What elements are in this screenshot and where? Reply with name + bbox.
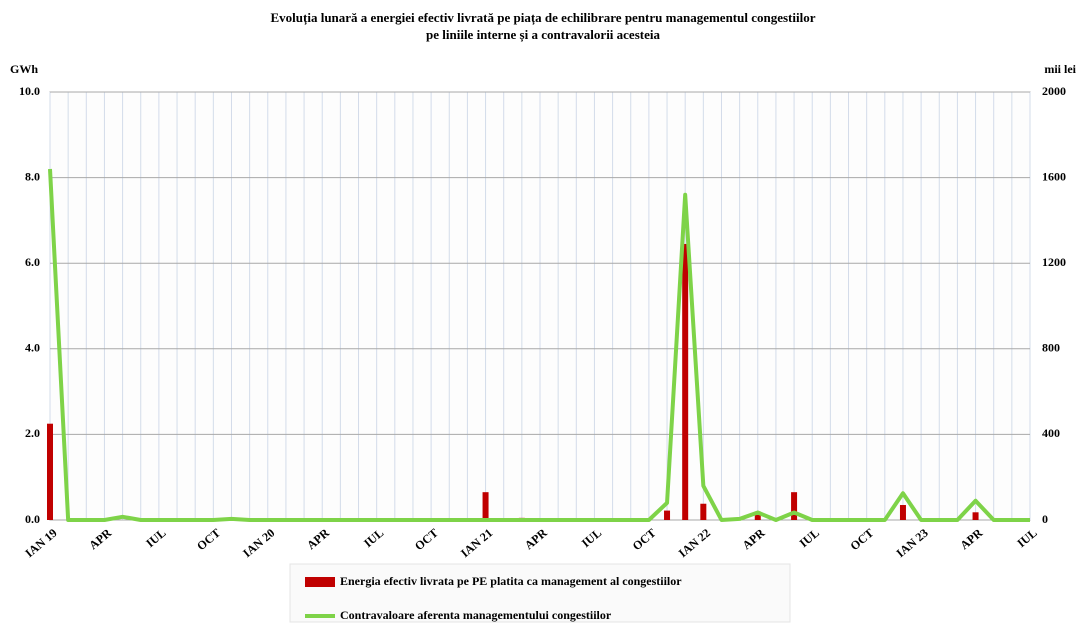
bar bbox=[664, 510, 671, 520]
bar bbox=[700, 503, 707, 520]
y-tick-label: 10.0 bbox=[19, 84, 40, 98]
line bbox=[48, 168, 1030, 522]
legend-label: Energia efectiv livrata pe PE platita ca… bbox=[340, 574, 682, 588]
y-tick-label: 4.0 bbox=[25, 341, 40, 355]
x-tick-label: IUL bbox=[361, 526, 386, 550]
x-tick-label: APR bbox=[740, 525, 768, 552]
legend-swatch bbox=[305, 577, 335, 587]
y2-tick-label: 400 bbox=[1042, 426, 1060, 440]
y-axis-label: GWh bbox=[10, 62, 38, 76]
x-tick-label: APR bbox=[86, 525, 114, 552]
bar bbox=[682, 243, 689, 520]
bar bbox=[899, 505, 906, 520]
x-tick-label: APR bbox=[957, 525, 985, 552]
x-tick-label: OCT bbox=[412, 526, 441, 553]
legend-box bbox=[289, 563, 791, 623]
legend-label: Contravaloare aferenta managementului co… bbox=[340, 608, 612, 622]
bar bbox=[972, 512, 979, 520]
x-tick-label: IUL bbox=[1014, 526, 1039, 550]
bar bbox=[791, 492, 798, 520]
y2-tick-label: 1200 bbox=[1042, 255, 1066, 269]
bar bbox=[754, 511, 761, 520]
x-tick-label: IAN 22 bbox=[676, 526, 713, 561]
y-tick-label: 0.0 bbox=[25, 512, 40, 526]
x-tick-label: APR bbox=[304, 525, 332, 552]
x-tick-label: APR bbox=[522, 525, 550, 552]
x-tick-label: IUL bbox=[797, 526, 822, 550]
y-tick-label: 8.0 bbox=[25, 169, 40, 183]
x-tick-label: OCT bbox=[847, 526, 876, 553]
x-tick-label: IAN 20 bbox=[240, 526, 277, 561]
chart-subtitle: pe liniile interne și a contravalorii ac… bbox=[426, 27, 660, 43]
x-tick-label: IAN 19 bbox=[22, 526, 59, 561]
bar bbox=[482, 492, 489, 520]
y2-tick-label: 800 bbox=[1042, 341, 1060, 355]
y2-tick-label: 1600 bbox=[1042, 169, 1066, 183]
y-tick-label: 6.0 bbox=[25, 255, 40, 269]
x-tick-label: IAN 23 bbox=[893, 526, 930, 561]
bar bbox=[47, 423, 53, 520]
x-tick-label: IUL bbox=[143, 526, 168, 550]
y2-tick-label: 2000 bbox=[1042, 84, 1066, 98]
y-tick-label: 2.0 bbox=[25, 426, 40, 440]
y2-axis-label: mii lei bbox=[1044, 62, 1076, 76]
x-tick-label: OCT bbox=[194, 526, 223, 553]
chart-title: Evoluția lunară a energiei efectiv livra… bbox=[271, 10, 816, 26]
x-tick-label: IUL bbox=[579, 526, 604, 550]
x-tick-label: IAN 21 bbox=[458, 526, 495, 561]
x-tick-label: OCT bbox=[630, 526, 659, 553]
y2-tick-label: 0 bbox=[1042, 512, 1048, 526]
